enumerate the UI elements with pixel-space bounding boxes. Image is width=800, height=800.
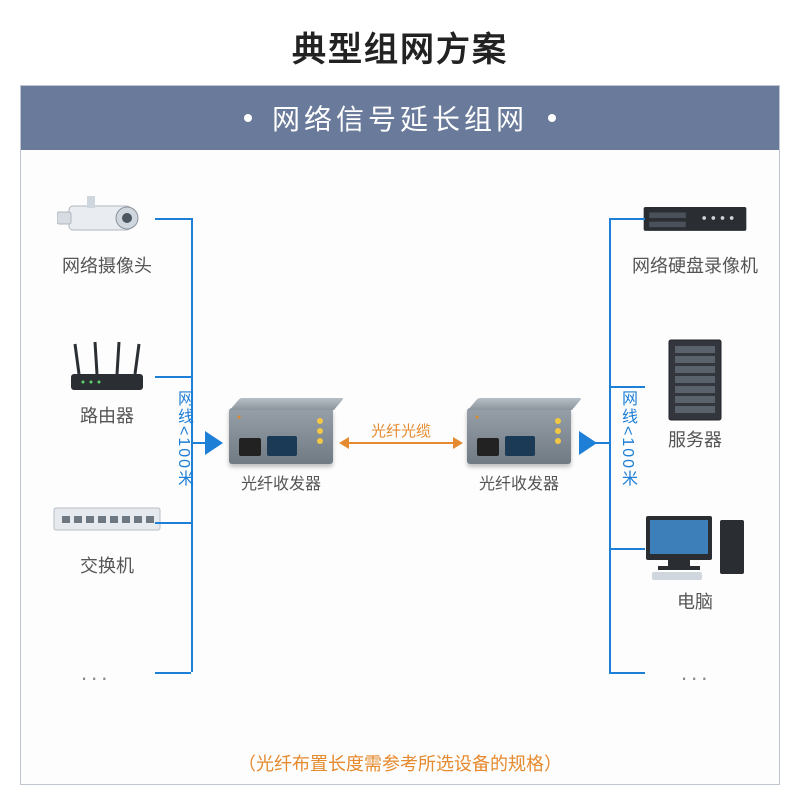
fiber-arrow-right (453, 437, 463, 449)
converter-left: ● 光纤收发器 (221, 408, 341, 494)
left-branch-2 (155, 376, 191, 378)
right-branch-2 (609, 386, 645, 388)
camera-icon (52, 190, 162, 246)
right-branch-3 (609, 548, 645, 550)
node-pc: 电脑 (625, 510, 765, 614)
footnote: （光纤布置长度需参考所选设备的规格） (21, 750, 779, 776)
node-server: 服务器 (625, 340, 765, 452)
node-pc-label: 电脑 (625, 588, 765, 614)
node-router: 路由器 (37, 340, 177, 428)
right-ellipsis: ... (681, 660, 711, 686)
node-router-label: 路由器 (37, 402, 177, 428)
node-camera-label: 网络摄像头 (37, 252, 177, 278)
switch-icon (52, 490, 162, 546)
left-branch-1 (155, 218, 191, 220)
right-branch-1 (609, 218, 645, 220)
left-ellipsis: ... (81, 660, 111, 686)
converter-right-box: ● (467, 408, 571, 464)
converter-left-label: 光纤收发器 (221, 470, 341, 494)
banner: 网络信号延长组网 (21, 86, 779, 150)
server-icon (640, 340, 750, 420)
node-switch: 交换机 (37, 490, 177, 578)
router-icon (52, 340, 162, 396)
fiber-arrow-left (339, 437, 349, 449)
diagram-frame: 网络信号延长组网 网络摄像头 (20, 85, 780, 785)
right-bus-line (609, 218, 611, 672)
left-branch-4 (155, 672, 191, 674)
converter-left-box: ● (229, 408, 333, 464)
node-nvr: 网络硬盘录像机 (625, 190, 765, 278)
right-bus-label: 网线<100米 (615, 390, 639, 488)
banner-dot-right (548, 114, 556, 122)
banner-dot-left (244, 114, 252, 122)
converter-right-label: 光纤收发器 (459, 470, 579, 494)
node-server-label: 服务器 (625, 426, 765, 452)
fiber-line (349, 442, 453, 444)
right-arrow (579, 431, 597, 455)
node-switch-label: 交换机 (37, 552, 177, 578)
converter-right: ● 光纤收发器 (459, 408, 579, 494)
page-title: 典型组网方案 (0, 0, 800, 85)
fiber-label: 光纤光缆 (349, 420, 453, 441)
node-camera: 网络摄像头 (37, 190, 177, 278)
right-branch-4 (609, 672, 645, 674)
nvr-icon (640, 190, 750, 246)
left-branch-3 (155, 522, 191, 524)
pc-icon (640, 510, 750, 582)
diagram-canvas: 网络摄像头 路由器 (21, 150, 779, 786)
left-bus-label: 网线<100米 (171, 390, 195, 488)
node-nvr-label: 网络硬盘录像机 (625, 252, 765, 278)
banner-title: 网络信号延长组网 (272, 98, 528, 138)
